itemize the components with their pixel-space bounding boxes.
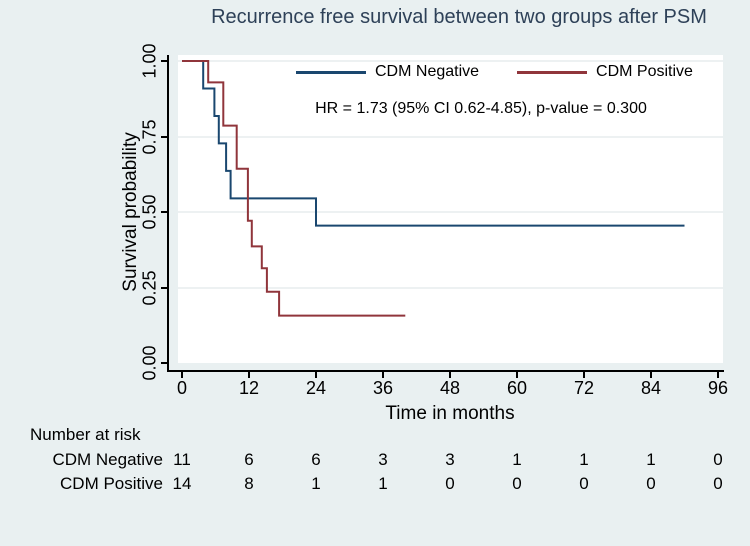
x-tick-label: 48 [439,378,461,398]
x-tick-label: 36 [372,378,394,398]
x-tick-label: 60 [506,378,528,398]
x-tick-mark [382,372,384,378]
y-tick-label: 0.00 [139,345,160,381]
x-tick-mark [650,372,652,378]
y-tick-label: 0.50 [139,194,160,230]
x-tick-mark [516,372,518,378]
y-tick-mark [161,135,168,138]
x-tick-label: 24 [305,378,327,398]
x-tick-label: 0 [176,378,188,398]
gridline [178,60,723,62]
risk-count: 0 [713,450,723,469]
risk-count: 1 [378,474,388,493]
risk-count: 11 [173,450,191,469]
legend-item: CDM Negative [296,63,479,81]
x-tick-label: 12 [238,378,260,398]
legend-line-swatch [517,70,588,74]
y-tick-label: 1.00 [139,43,160,79]
risk-count: 3 [445,450,455,469]
risk-count: 8 [244,474,254,493]
risk-count: 14 [172,474,192,493]
risk-count: 6 [244,450,254,469]
y-axis-line [167,55,169,372]
legend-label: CDM Positive [596,63,693,80]
risk-count: 0 [713,474,723,493]
chart-title: Recurrence free survival between two gro… [211,6,707,28]
risk-count: 0 [646,474,656,493]
y-tick-label: 0.25 [139,269,160,306]
risk-count: 0 [445,474,455,493]
y-tick-label: 0.75 [139,118,160,155]
legend-item: CDM Positive [517,63,693,81]
risk-count: 3 [378,450,388,469]
x-tick-mark [248,372,250,378]
risk-count: 1 [646,450,656,469]
x-tick-mark [181,372,183,378]
x-tick-mark [717,372,719,378]
risk-count: 1 [579,450,589,469]
legend-label: CDM Negative [375,63,480,80]
legend-line-swatch [296,70,366,74]
x-tick-label: 96 [707,378,729,398]
hr-annotation: HR = 1.73 (95% CI 0.62-4.85), p-value = … [315,100,647,117]
risk-row-label: CDM Positive [60,474,163,493]
gridline [178,286,723,289]
x-tick-mark [583,372,585,378]
risk-count: 1 [311,474,321,493]
gridline [178,211,723,213]
risk-count: 6 [311,450,321,469]
x-tick-mark [449,372,451,378]
risk-row-label: CDM Negative [52,450,163,469]
risk-table-header: Number at risk [30,425,141,444]
legend: CDM Negative CDM Positive [296,63,693,81]
x-axis-title: Time in months [385,403,515,424]
risk-count: 0 [512,474,522,493]
x-tick-label: 72 [573,378,595,398]
risk-count: 1 [512,450,522,469]
y-tick-mark [161,286,168,289]
x-axis-line [167,370,724,372]
y-tick-mark [161,60,168,62]
x-tick-label: 84 [640,378,662,398]
gridline [178,135,723,138]
risk-count: 0 [579,474,589,493]
y-tick-mark [161,362,168,364]
x-tick-mark [315,372,317,378]
y-axis-title: Survival probability [120,132,141,292]
y-tick-mark [161,211,168,213]
